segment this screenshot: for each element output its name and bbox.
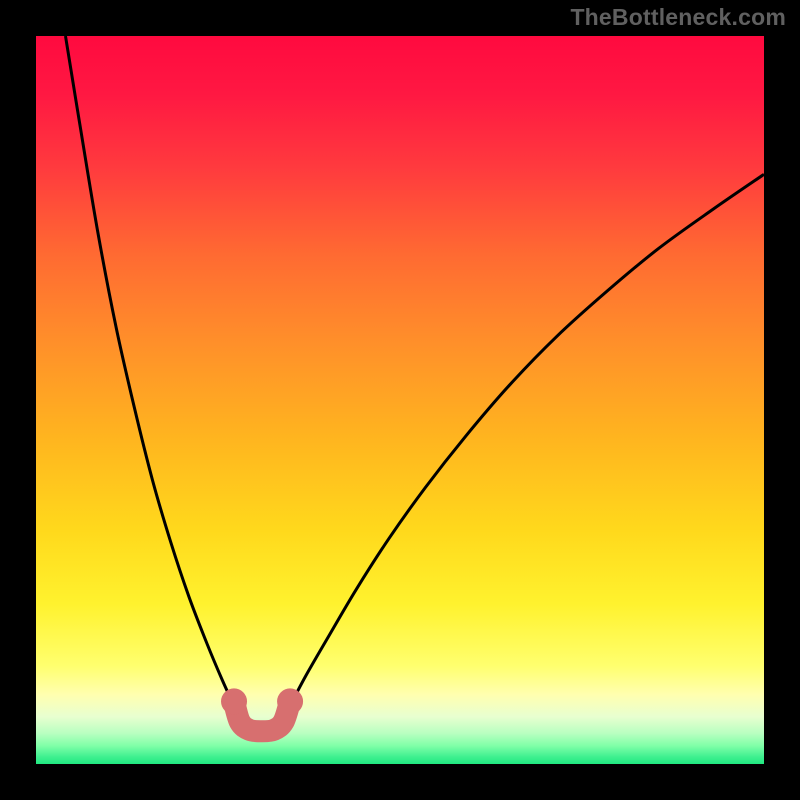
watermark-text: TheBottleneck.com	[570, 4, 786, 31]
gradient-background	[36, 36, 764, 764]
pink-u-right-dot	[277, 688, 303, 714]
pink-u-left-dot	[221, 688, 247, 714]
bottleneck-chart	[0, 0, 800, 800]
